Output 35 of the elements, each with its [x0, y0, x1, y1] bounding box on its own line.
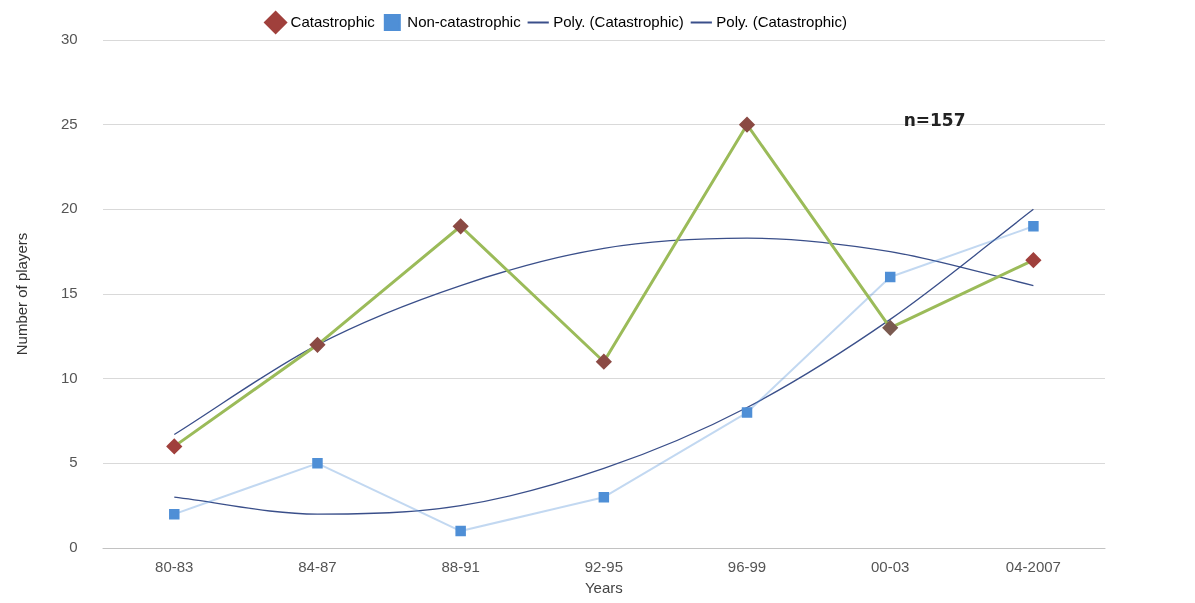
annotation: n=157 [903, 109, 966, 130]
x-tick-label: 96-99 [727, 558, 767, 576]
legend-label: Catastrophic [290, 12, 376, 30]
point [596, 354, 612, 370]
x-tick-label: 80-83 [155, 558, 194, 576]
y-tick-label: 15 [61, 284, 78, 302]
point [312, 458, 323, 469]
x-axis-title: Years [584, 579, 623, 597]
point [598, 491, 610, 503]
x-tick-label: 04-2007 [1005, 558, 1061, 576]
point [741, 407, 753, 418]
x-tick-label: 88-91 [441, 558, 480, 576]
point [882, 320, 898, 336]
point [1025, 252, 1041, 268]
y-axis-title: Number of players [13, 232, 31, 356]
x-tick-label: 92-95 [584, 558, 624, 576]
y-tick-label: 20 [61, 199, 78, 217]
point [739, 117, 755, 133]
point [884, 271, 896, 283]
point [453, 218, 469, 234]
y-tick-label: 5 [69, 453, 78, 471]
legend-label: Poly. (Catastrophic) [553, 12, 684, 30]
point [169, 508, 180, 520]
point [455, 525, 466, 537]
y-tick-label: 0 [69, 538, 78, 556]
y-tick-label: 25 [61, 114, 78, 132]
point [309, 337, 325, 353]
y-tick-label: 10 [61, 368, 78, 386]
x-tick-label: 84-87 [298, 558, 337, 576]
legend-label: Poly. (Catastrophic) [716, 12, 847, 30]
x-tick-label: 00-03 [871, 558, 910, 576]
y-tick-label: 30 [61, 30, 78, 48]
point [1028, 221, 1039, 232]
legend-label: Non-catastrophic [407, 12, 522, 30]
point [166, 438, 182, 454]
